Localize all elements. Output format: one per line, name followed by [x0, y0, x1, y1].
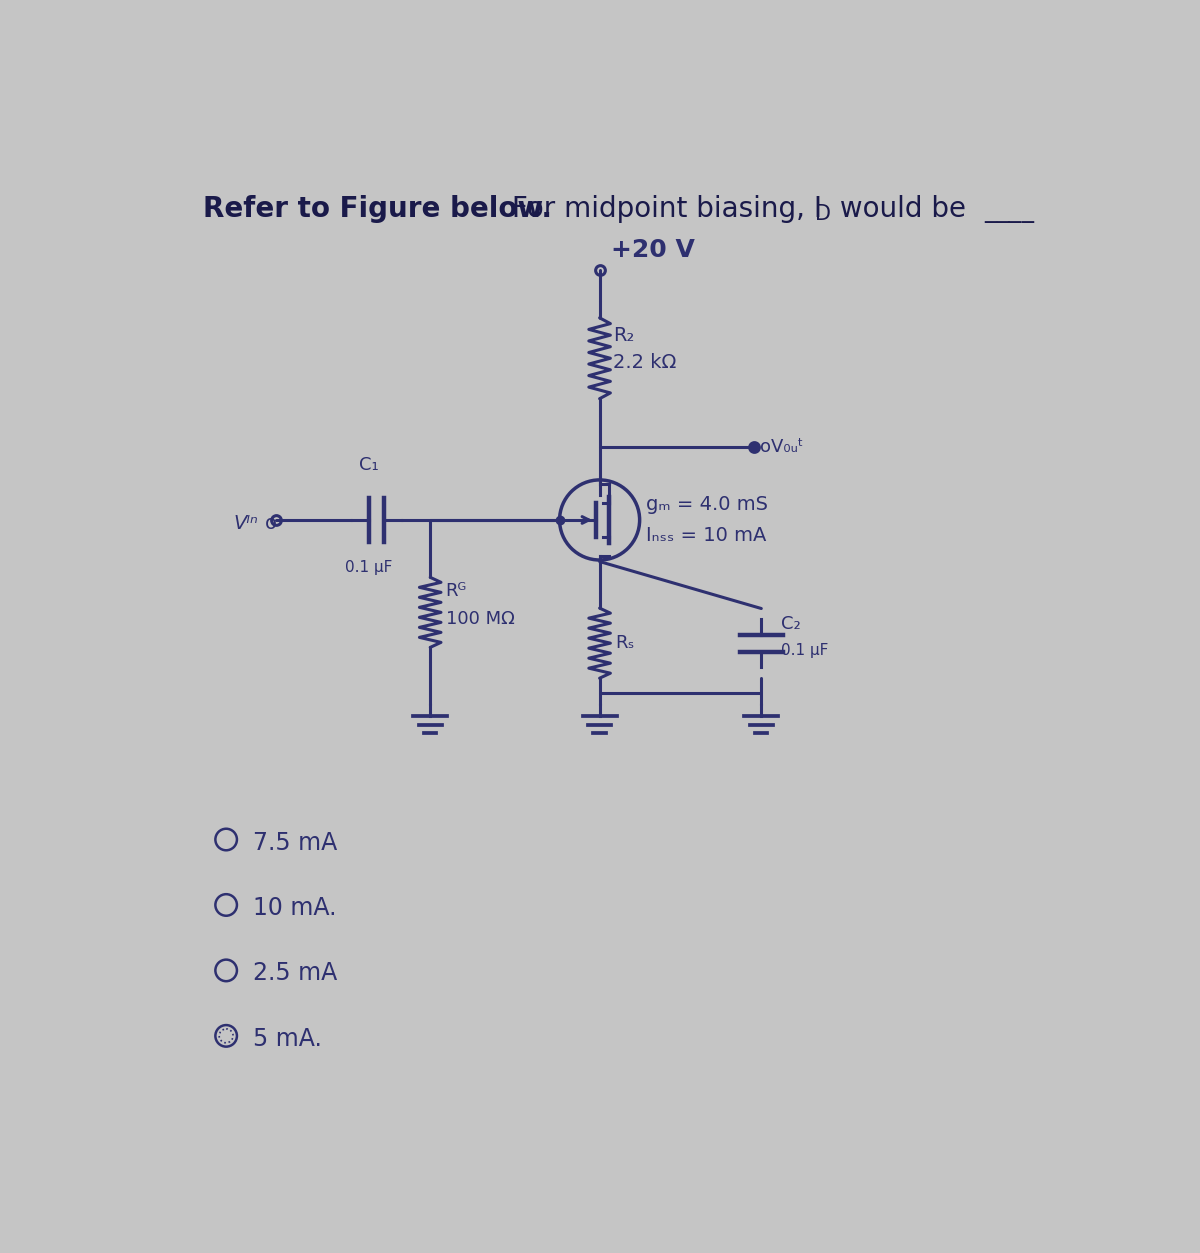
- Text: would be: would be: [830, 195, 966, 223]
- Text: Refer to Figure below.: Refer to Figure below.: [203, 195, 552, 223]
- Text: o: o: [265, 514, 277, 534]
- Text: Vᴵⁿ: Vᴵⁿ: [234, 514, 259, 534]
- Text: 0.1 μF: 0.1 μF: [344, 560, 392, 575]
- Text: 0.1 μF: 0.1 μF: [780, 643, 828, 658]
- Text: 7.5 mA: 7.5 mA: [253, 831, 337, 855]
- Text: gₘ = 4.0 mS: gₘ = 4.0 mS: [646, 495, 768, 514]
- Text: oV₀ᵤᵗ: oV₀ᵤᵗ: [760, 437, 803, 456]
- Text: C₂: C₂: [780, 615, 800, 633]
- Text: +20 V: +20 V: [611, 238, 695, 262]
- Text: 2.2 kΩ: 2.2 kΩ: [613, 352, 677, 372]
- Text: 100 MΩ: 100 MΩ: [445, 609, 515, 628]
- Text: Rᴳ: Rᴳ: [445, 581, 467, 600]
- Text: 5 mA.: 5 mA.: [253, 1027, 322, 1051]
- Text: C₁: C₁: [359, 456, 378, 474]
- Text: R₂: R₂: [613, 326, 635, 345]
- Text: 10 mA.: 10 mA.: [253, 896, 336, 920]
- Text: Rₛ: Rₛ: [616, 634, 635, 652]
- Text: ____: ____: [985, 199, 1034, 223]
- Text: D: D: [815, 204, 832, 224]
- Text: 2.5 mA: 2.5 mA: [253, 961, 337, 986]
- Text: For midpoint biasing, I: For midpoint biasing, I: [503, 195, 822, 223]
- Text: Iₙₛₛ = 10 mA: Iₙₛₛ = 10 mA: [646, 526, 766, 545]
